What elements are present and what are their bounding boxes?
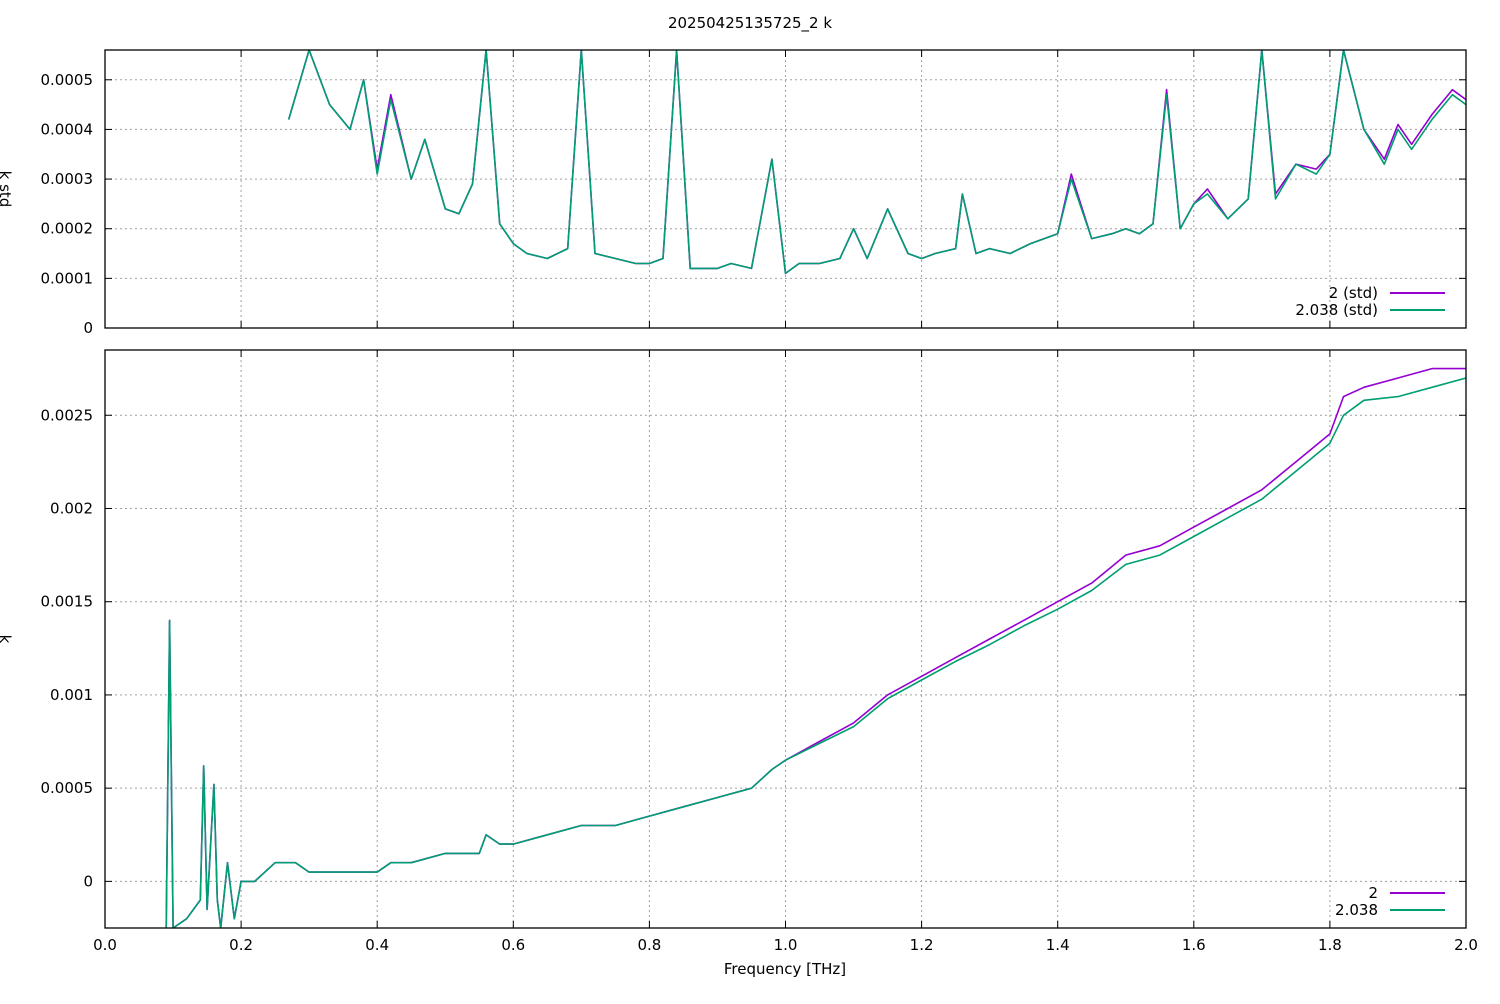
y-tick-label: 0.0001 xyxy=(41,269,94,287)
x-tick-label: 0.8 xyxy=(637,936,661,954)
series-group xyxy=(165,367,1466,928)
legend-label: 2.038 xyxy=(1335,901,1378,919)
x-tick-label: 1.0 xyxy=(774,936,798,954)
y-tick-label: 0.001 xyxy=(50,686,93,704)
x-axis-title: Frequency [THz] xyxy=(723,960,847,978)
x-tick-label: 0.6 xyxy=(501,936,525,954)
x-tick-label: 0.2 xyxy=(229,936,253,954)
series-line-1 xyxy=(287,50,1466,275)
y-tick-label: 0.0015 xyxy=(41,593,94,611)
y-axis-label: k std xyxy=(0,171,14,208)
chart-title: 20250425135725_2 k xyxy=(667,14,833,32)
x-tick-label: 1.8 xyxy=(1318,936,1342,954)
chart-panel-2: 0.0 0.2 0.4 0.6 0.8 1.0 1.2 1.4 1.6 1.8 2.0 0 0.0005… xyxy=(0,349,1478,954)
y-tick-label: 0.002 xyxy=(50,499,93,517)
series-group xyxy=(287,50,1466,275)
series-line-2 xyxy=(287,50,1466,275)
y-tick-label: 0.0003 xyxy=(41,170,94,188)
x-tick-label: 1.6 xyxy=(1182,936,1206,954)
y-tick-label: 0.0004 xyxy=(41,120,94,138)
y-tick-label: 0.0025 xyxy=(41,406,94,424)
x-tick-label: 2.0 xyxy=(1454,936,1478,954)
y-tick-label: 0.0005 xyxy=(41,779,94,797)
x-tick-label: 1.4 xyxy=(1046,936,1070,954)
legend-label: 2 xyxy=(1368,884,1378,902)
x-tick-label: 0.4 xyxy=(365,936,389,954)
y-tick-label: 0.0005 xyxy=(41,71,94,89)
y-tick-label: 0.0002 xyxy=(41,220,94,238)
legend-label: 2 (std) xyxy=(1329,284,1378,302)
plot-frame xyxy=(104,349,1467,929)
chart-panel-1: 0 0.0001 0.0002 0.0003 0.0004 0.0005 k std 2 (s… xyxy=(0,49,1467,337)
y-tick-label: 0 xyxy=(83,319,93,337)
legend-label: 2.038 (std) xyxy=(1295,301,1378,319)
series-line-2 xyxy=(165,377,1466,928)
x-tick-label: 1.2 xyxy=(910,936,934,954)
y-tick-label: 0 xyxy=(83,872,93,890)
y-axis-label: k xyxy=(0,635,14,644)
plot-frame xyxy=(104,49,1467,329)
x-tick-label: 0.0 xyxy=(93,936,117,954)
series-line-1 xyxy=(165,367,1466,928)
